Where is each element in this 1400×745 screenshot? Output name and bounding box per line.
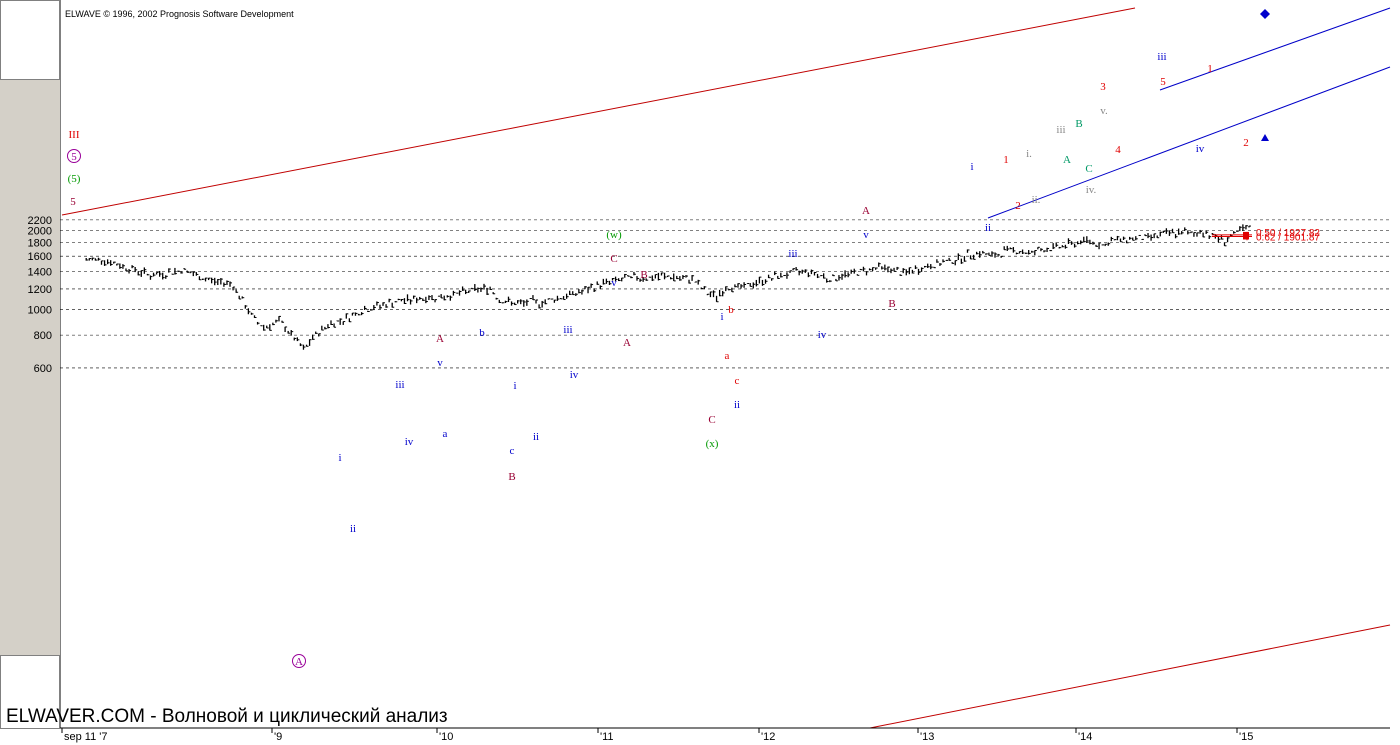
axis-block-bottom (0, 655, 60, 729)
wave-label: ii (350, 523, 356, 535)
y-tick-label: 1200 (28, 284, 52, 296)
wave-label: i (720, 311, 723, 323)
wave-label: C (708, 414, 715, 426)
wave-circle (292, 654, 306, 668)
upper-red-channel-line (61, 7, 1136, 216)
wave-label: v (863, 229, 869, 241)
wave-label: iii (563, 324, 572, 336)
wave-label: C (610, 253, 617, 265)
x-tick-label: '10 (439, 731, 453, 743)
target-marker (1243, 233, 1249, 240)
wave-label: 4 (1115, 144, 1121, 156)
wave-label: v. (1100, 105, 1108, 117)
wave-label: iv (1196, 143, 1205, 155)
wave-label: c (735, 375, 740, 387)
triangle-marker (1261, 134, 1269, 141)
wave-label: iii (1056, 124, 1065, 136)
wave-label: 1 (1003, 154, 1009, 166)
wave-label: ii (734, 399, 740, 411)
x-tick-label: '13 (920, 731, 934, 743)
wave-label: iv (405, 436, 414, 448)
wave-label: C (1085, 163, 1092, 175)
wave-label: i (338, 452, 341, 464)
diamond-marker (1260, 9, 1270, 19)
wave-label: ii. (1032, 194, 1041, 206)
wave-label: (5) (68, 173, 81, 185)
lower-red-channel-line (869, 624, 1391, 729)
y-tick-label: 1800 (28, 238, 52, 250)
wave-label: 5 (70, 196, 76, 208)
wave-label: A (295, 656, 303, 668)
target-label: 0.50 / 1927.82 (1256, 228, 1320, 239)
wave-label: A (1063, 154, 1071, 166)
wave-label: III (69, 129, 80, 141)
wave-label: 1 (1207, 63, 1213, 75)
wave-label: iii (1157, 51, 1166, 63)
wave-label: 2 (1243, 137, 1249, 149)
wave-label: iv. (1086, 184, 1097, 196)
y-tick-label: 1000 (28, 305, 52, 317)
y-tick-label: 2200 (28, 215, 52, 227)
watermark-footer: ELWAVER.COM - Волновой и циклический ана… (6, 706, 448, 727)
y-tick-label: 2000 (28, 226, 52, 238)
wave-label: a (725, 350, 730, 362)
wave-label: iv (818, 329, 827, 341)
wave-label: i (970, 161, 973, 173)
wave-label: v (437, 357, 443, 369)
x-tick-label: '11 (600, 731, 614, 743)
y-tick-label: 1600 (28, 251, 52, 263)
wave-label: iii (395, 379, 404, 391)
wave-label: (x) (706, 438, 719, 450)
y-tick-label: 1400 (28, 266, 52, 278)
wave-label: A (862, 205, 870, 217)
wave-label: A (436, 333, 444, 345)
price-axis-panel (0, 0, 61, 729)
wave-label: v (611, 277, 617, 289)
wave-label: B (888, 298, 895, 310)
wave-circle (67, 149, 81, 163)
wave-label: 5 (71, 151, 77, 163)
wave-label: iii (788, 248, 797, 260)
wave-label: i (513, 380, 516, 392)
wave-label: ii (985, 222, 991, 234)
wave-label: iv (570, 369, 579, 381)
x-tick-label: '14 (1078, 731, 1092, 743)
copyright-header: ELWAVE © 1996, 2002 Prognosis Software D… (65, 9, 294, 19)
upper-blue-channel-line (1159, 7, 1391, 91)
wave-label: i. (1026, 148, 1032, 160)
wave-label: (w) (606, 229, 622, 241)
wave-label: b (479, 327, 485, 339)
y-tick-label: 800 (34, 330, 52, 342)
target-label: 0.62 / 1901.87 (1256, 232, 1320, 243)
x-tick-label: '15 (1239, 731, 1253, 743)
x-tick-label: '12 (761, 731, 775, 743)
wave-label: B (640, 269, 647, 281)
wave-label: 3 (1100, 81, 1106, 93)
wave-label: b (728, 304, 734, 316)
wave-label: B (1075, 118, 1082, 130)
x-tick-label: '9 (274, 731, 282, 743)
x-tick-label: sep 11 '7 (64, 731, 107, 743)
wave-label: ii (533, 431, 539, 443)
wave-label: a (443, 428, 448, 440)
lower-blue-channel-line (987, 66, 1391, 219)
wave-label: B (508, 471, 515, 483)
y-tick-label: 600 (34, 363, 52, 375)
wave-label: c (510, 445, 515, 457)
wave-label: 5 (1160, 76, 1166, 88)
wave-label: 2 (1015, 200, 1021, 212)
wave-label: A (623, 337, 631, 349)
axis-block-top (0, 0, 60, 80)
